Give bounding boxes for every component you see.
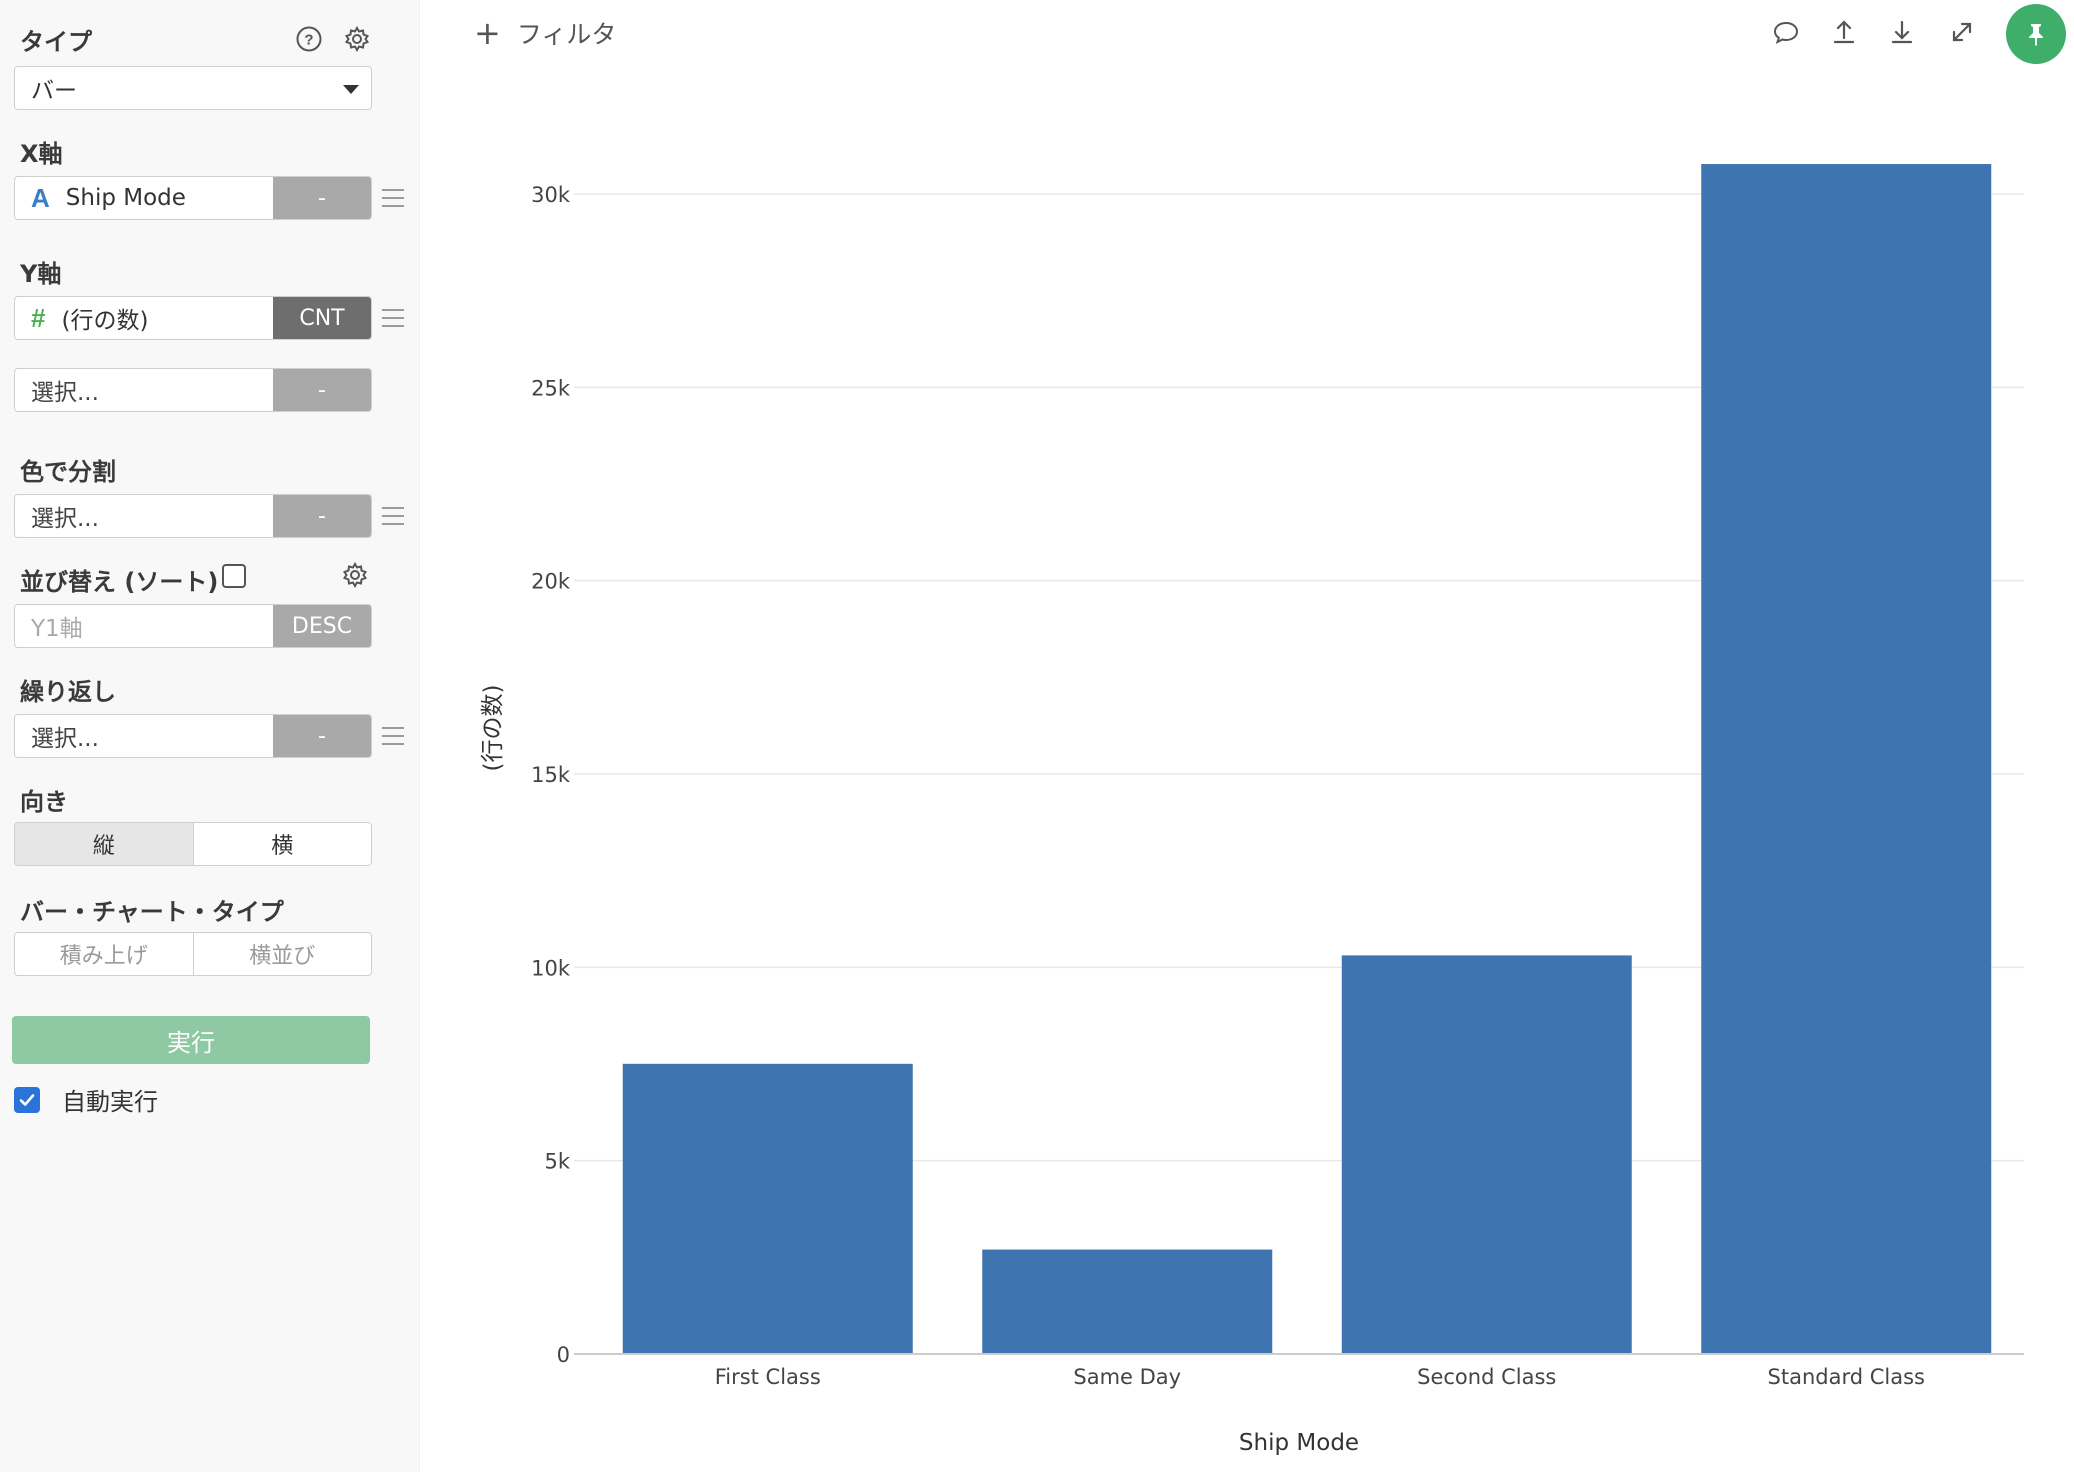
barchart-type-label: バー・チャート・タイプ: [20, 898, 284, 926]
upload-icon[interactable]: [1824, 12, 1864, 52]
x-tick-label: Standard Class: [1768, 1365, 1925, 1389]
x-tick-label: Second Class: [1417, 1365, 1556, 1389]
barchart-type-toggle: 積み上げ 横並び: [14, 932, 372, 976]
y-tick-label: 25k: [531, 376, 571, 400]
repeat-placeholder: 選択...: [31, 726, 99, 752]
number-type-icon: #: [31, 302, 46, 333]
x-axis-title: Ship Mode: [1239, 1430, 1359, 1456]
yaxis2-agg-button[interactable]: -: [273, 369, 371, 411]
drag-handle-icon[interactable]: [382, 189, 404, 207]
yaxis2-placeholder: 選択...: [31, 380, 99, 406]
bar-second-class[interactable]: [1341, 955, 1632, 1354]
sort-field[interactable]: Y1軸 DESC: [14, 604, 372, 648]
bars: [622, 164, 1992, 1355]
x-tick-label: First Class: [715, 1365, 821, 1389]
run-button[interactable]: 実行: [12, 1016, 370, 1064]
pin-icon: [2029, 24, 2043, 46]
type-label: タイプ: [20, 28, 92, 56]
chart-type-select[interactable]: バー: [14, 66, 372, 110]
drag-handle-icon[interactable]: [382, 309, 404, 327]
orientation-vertical-button[interactable]: 縦: [15, 823, 193, 865]
add-filter-button[interactable]: + フィルタ: [474, 14, 616, 52]
orientation-horizontal-button[interactable]: 横: [192, 823, 372, 865]
sort-field-value: Y1軸: [31, 616, 83, 642]
gear-icon[interactable]: [340, 560, 370, 590]
orientation-toggle: 縦 横: [14, 822, 372, 866]
gear-icon[interactable]: [342, 24, 372, 54]
y-tick-label: 15k: [531, 763, 571, 787]
xaxis-field-value: Ship Mode: [65, 185, 186, 211]
chevron-down-icon: [343, 85, 359, 94]
y-tick-label: 20k: [531, 570, 571, 594]
chart-type-value: バー: [31, 78, 77, 104]
checkmark-icon: [19, 1093, 35, 1106]
bar-standard-class[interactable]: [1701, 164, 1992, 1355]
pin-button[interactable]: [2006, 4, 2066, 64]
x-tick-labels: First Class Same Day Second Class Standard …: [715, 1365, 1925, 1389]
y-tick-labels: 0 5k 10k 15k 20k 25k 30k: [531, 183, 571, 1367]
color-split-placeholder: 選択...: [31, 506, 99, 532]
color-split-field[interactable]: 選択... -: [14, 494, 372, 538]
bar-same-day[interactable]: [982, 1249, 1273, 1354]
yaxis2-field[interactable]: 選択... -: [14, 368, 372, 412]
stacked-button[interactable]: 積み上げ: [59, 944, 148, 969]
repeat-agg-button[interactable]: -: [273, 715, 371, 757]
yaxis-agg-button[interactable]: CNT: [273, 297, 371, 339]
auto-run-label: 自動実行: [62, 1088, 158, 1116]
expand-icon[interactable]: [1942, 12, 1982, 52]
auto-run-option[interactable]: 自動実行: [14, 1082, 158, 1117]
sort-checkbox[interactable]: [222, 564, 246, 588]
bar-first-class[interactable]: [622, 1063, 913, 1354]
auto-run-checkbox[interactable]: [14, 1086, 40, 1113]
side-by-side-button[interactable]: 横並び: [192, 933, 372, 975]
yaxis-field-value: (行の数): [61, 308, 149, 334]
repeat-field[interactable]: 選択... -: [14, 714, 372, 758]
text-type-icon: A: [31, 182, 50, 213]
download-icon[interactable]: [1882, 12, 1922, 52]
sort-order-button[interactable]: DESC: [273, 605, 371, 647]
drag-handle-icon[interactable]: [382, 727, 404, 745]
x-tick-label: Same Day: [1073, 1365, 1181, 1389]
plus-icon: +: [474, 14, 501, 52]
chart-settings-sidebar: タイプ ? バー X軸 A Ship Mode - Y軸 # (行の数) CNT…: [0, 0, 420, 1472]
color-split-label: 色で分割: [20, 458, 116, 486]
xaxis-label: X軸: [20, 140, 63, 168]
help-icon[interactable]: ?: [294, 24, 324, 54]
sort-label: 並び替え (ソート): [20, 568, 219, 596]
y-tick-label: 0: [557, 1343, 570, 1367]
yaxis-label: Y軸: [20, 260, 62, 288]
y-tick-label: 30k: [531, 183, 571, 207]
yaxis-field[interactable]: # (行の数) CNT: [14, 296, 372, 340]
y-tick-label: 5k: [544, 1150, 570, 1174]
xaxis-field[interactable]: A Ship Mode -: [14, 176, 372, 220]
y-axis-title: (行の数): [480, 685, 506, 772]
drag-handle-icon[interactable]: [382, 507, 404, 525]
y-tick-label: 10k: [531, 956, 571, 980]
color-split-agg-button[interactable]: -: [273, 495, 371, 537]
orientation-label: 向き: [20, 788, 68, 816]
repeat-label: 繰り返し: [20, 678, 116, 706]
svg-text:?: ?: [304, 32, 313, 49]
comment-icon[interactable]: [1766, 12, 1806, 52]
xaxis-agg-button[interactable]: -: [273, 177, 371, 219]
filter-label: フィルタ: [516, 20, 617, 49]
